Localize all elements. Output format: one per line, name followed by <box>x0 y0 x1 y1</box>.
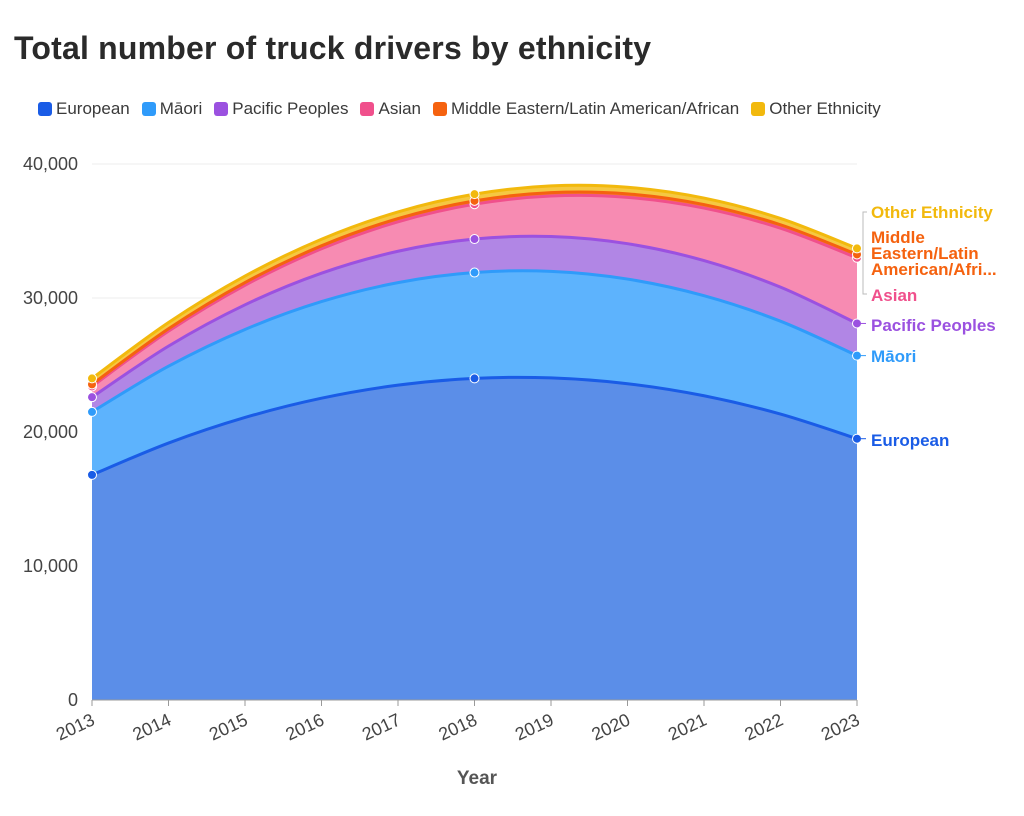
legend-swatch <box>141 102 156 116</box>
x-tick-label: 2014 <box>129 709 174 744</box>
legend-item[interactable]: Middle Eastern/Latin American/African <box>433 99 739 119</box>
data-point <box>87 469 97 480</box>
data-point <box>87 406 97 417</box>
legend-label: Māori <box>159 99 203 118</box>
data-point <box>87 373 97 384</box>
x-tick-label: 2015 <box>206 709 251 744</box>
y-tick-label: 10,000 <box>23 556 78 576</box>
x-axis-title: Year <box>457 768 498 789</box>
x-tick-label: 2021 <box>665 709 710 744</box>
legend-label: Asian <box>378 99 422 118</box>
data-point <box>852 243 862 254</box>
x-tick-label: 2016 <box>282 709 327 744</box>
x-tick-label: 2013 <box>53 709 98 744</box>
series-end-label: Pacific Peoples <box>871 316 996 335</box>
series-end-label: European <box>871 431 949 450</box>
x-tick-label: 2017 <box>359 709 404 744</box>
series-end-label-line: American/Afri... <box>871 260 997 279</box>
label-bracket <box>862 211 867 295</box>
data-point <box>469 267 480 278</box>
legend-item[interactable]: European <box>38 99 130 119</box>
legend-label: European <box>56 99 130 118</box>
legend-swatch <box>751 102 766 116</box>
y-tick-label: 0 <box>68 690 78 710</box>
series-end-label-line: Middle <box>871 228 925 247</box>
legend-item[interactable]: Māori <box>141 99 203 119</box>
y-tick-label: 40,000 <box>23 154 78 174</box>
legend-label: Other Ethnicity <box>769 99 881 118</box>
legend-label: Pacific Peoples <box>232 99 349 118</box>
data-point <box>469 189 480 200</box>
series-end-label: Māori <box>871 347 916 366</box>
legend-swatch <box>38 102 52 116</box>
series-end-label-line: Eastern/Latin <box>871 244 979 263</box>
y-tick-label: 30,000 <box>23 288 78 308</box>
legend-swatch <box>360 102 375 116</box>
area-0 <box>92 377 857 700</box>
series-end-label: Middle Eastern/Latin American/Afri... <box>871 228 997 279</box>
x-tick-label: 2018 <box>435 709 480 744</box>
data-point <box>469 234 480 245</box>
legend-item[interactable]: Asian <box>360 99 421 119</box>
x-tick-label: 2020 <box>588 709 633 744</box>
data-point <box>87 392 97 403</box>
legend-label: Middle Eastern/Latin American/African <box>451 99 740 118</box>
y-tick-label: 20,000 <box>23 422 78 442</box>
legend-item[interactable]: Other Ethnicity <box>751 99 881 119</box>
chart-title: Total number of truck drivers by ethnici… <box>14 30 652 66</box>
x-tick-label: 2022 <box>741 709 786 744</box>
data-point <box>469 373 480 384</box>
series-end-label: Asian <box>871 286 917 305</box>
area-2 <box>92 236 857 412</box>
legend: European Māori Pacific Peoples Asian Middle … <box>38 99 881 119</box>
legend-swatch <box>433 102 448 116</box>
series-end-label: Other Ethnicity <box>871 203 993 222</box>
legend-swatch <box>214 102 229 116</box>
area-3 <box>92 195 857 398</box>
x-tick-label: 2019 <box>512 709 557 744</box>
x-tick-label: 2023 <box>818 709 863 744</box>
legend-item[interactable]: Pacific Peoples <box>214 99 348 119</box>
area-1 <box>92 270 857 475</box>
